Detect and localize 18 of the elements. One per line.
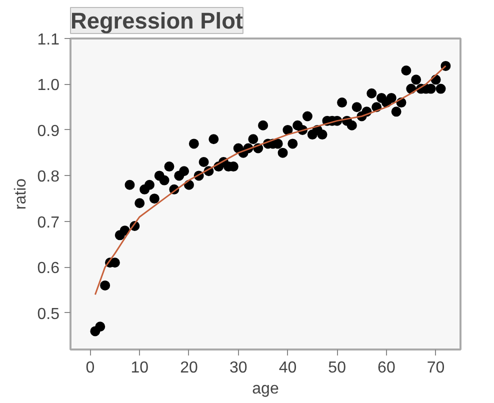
y-tick-label: 0.9 [37, 122, 60, 140]
x-axis-title: age [252, 380, 279, 398]
y-tick-label: 1.0 [37, 77, 60, 94]
x-tick-label: 70 [426, 360, 445, 376]
x-tick-label: 40 [278, 360, 297, 376]
x-tick-label: 10 [130, 360, 149, 376]
y-tick-label: 1.1 [37, 32, 60, 48]
x-tick-label: 20 [180, 360, 198, 376]
chart-title: Regression Plot [70, 8, 244, 34]
y-axis-title: ratio [12, 178, 30, 210]
x-tick-label: 0 [86, 360, 95, 376]
y-tick-label: 0.6 [37, 260, 60, 278]
y-tick-label: 0.8 [37, 168, 60, 186]
x-tick-label: 60 [378, 360, 396, 376]
y-tick-label: 0.7 [37, 214, 60, 232]
x-tick-label: 30 [229, 360, 248, 376]
y-tick-label: 0.5 [37, 306, 60, 323]
x-tick-label: 50 [328, 360, 346, 376]
